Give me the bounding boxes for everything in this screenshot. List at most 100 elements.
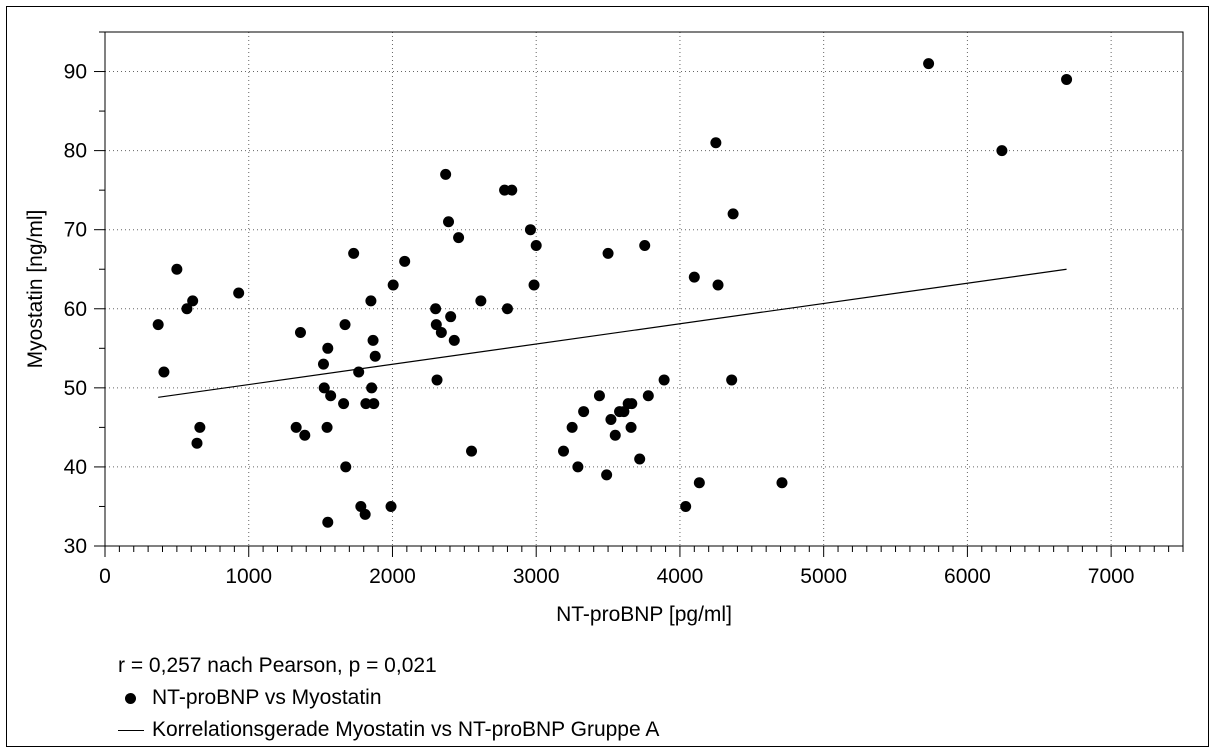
- data-point: [294, 326, 306, 338]
- data-point: [448, 334, 460, 346]
- data-point: [435, 326, 447, 338]
- y-tick-label: 90: [64, 61, 87, 84]
- y-tick-label: 30: [64, 535, 87, 558]
- annotation-row: r = 0,257 nach Pearson, p = 0,021: [118, 650, 659, 682]
- data-point: [348, 247, 360, 259]
- data-point: [339, 319, 351, 331]
- data-point: [727, 208, 739, 220]
- data-point: [693, 477, 705, 489]
- data-point: [501, 303, 513, 315]
- y-tick-label: 60: [64, 298, 87, 321]
- regression-line-group: [158, 268, 1067, 398]
- data-point: [558, 445, 570, 457]
- data-point: [506, 184, 518, 196]
- data-point: [726, 374, 738, 386]
- data-point: [290, 421, 302, 433]
- x-tick-label: 5000: [800, 565, 847, 588]
- data-point: [359, 508, 371, 520]
- legend-label-line: Korrelationsgerade Myostatin vs NT-proBN…: [152, 718, 660, 741]
- regression-line: [158, 268, 1067, 398]
- legend-item-scatter: NT-proBNP vs Myostatin: [118, 682, 659, 714]
- data-point: [572, 461, 584, 473]
- y-tick-labels: 30 40 50 60 70 80 90: [64, 61, 87, 558]
- data-point: [385, 500, 397, 512]
- y-tick-label: 70: [64, 219, 87, 242]
- data-point: [171, 263, 183, 275]
- data-point: [194, 421, 206, 433]
- data-point: [340, 461, 352, 473]
- chart-frame: [6, 6, 1209, 747]
- data-point: [605, 413, 617, 425]
- data-point: [1061, 73, 1073, 85]
- data-point: [322, 516, 334, 528]
- data-point: [318, 382, 330, 394]
- data-point: [368, 398, 380, 410]
- data-point: [996, 145, 1008, 157]
- data-point: [593, 390, 605, 402]
- data-point: [625, 421, 637, 433]
- data-point: [191, 437, 203, 449]
- x-tick-label: 7000: [1088, 565, 1135, 588]
- data-point: [530, 240, 542, 252]
- data-point: [181, 303, 193, 315]
- data-point: [430, 319, 442, 331]
- x-tick-label: 6000: [944, 565, 991, 588]
- y-axis-label: Myostatin [ng/ml]: [24, 210, 47, 369]
- data-point: [158, 366, 170, 378]
- legend: r = 0,257 nach Pearson, p = 0,021 NT-pro…: [118, 650, 659, 746]
- data-points: [152, 58, 1073, 528]
- data-point: [299, 429, 311, 441]
- data-point: [528, 279, 540, 291]
- data-point: [634, 453, 646, 465]
- x-tick-label: 3000: [513, 565, 560, 588]
- data-point: [609, 429, 621, 441]
- data-point: [566, 421, 578, 433]
- data-point: [366, 382, 378, 394]
- data-point: [923, 58, 935, 70]
- data-point: [712, 279, 724, 291]
- data-point: [688, 271, 700, 283]
- data-point: [626, 398, 638, 410]
- x-tick-label: 1000: [225, 565, 272, 588]
- legend-label-scatter: NT-proBNP vs Myostatin: [152, 686, 382, 709]
- data-point: [367, 334, 379, 346]
- data-point: [466, 445, 478, 457]
- data-point: [430, 303, 442, 315]
- axis-ticks: [94, 31, 1184, 557]
- correlation-annotation: r = 0,257 nach Pearson, p = 0,021: [118, 654, 437, 677]
- data-point: [322, 342, 334, 354]
- y-tick-label: 80: [64, 140, 87, 163]
- x-tick-label: 2000: [369, 565, 416, 588]
- data-point: [187, 295, 199, 307]
- data-point: [365, 295, 377, 307]
- data-point: [453, 232, 465, 244]
- data-point: [152, 319, 164, 331]
- data-point: [387, 279, 399, 291]
- data-point: [639, 240, 651, 252]
- data-point: [399, 255, 411, 267]
- x-tick-labels: 0 1000 2000 3000 4000 5000 6000 7000: [99, 565, 1134, 588]
- legend-line-icon: [118, 729, 144, 731]
- data-point: [445, 311, 457, 323]
- data-point: [658, 374, 670, 386]
- data-point: [710, 137, 722, 149]
- x-axis-label: NT-proBNP [pg/ml]: [556, 603, 732, 626]
- data-point: [338, 398, 350, 410]
- x-tick-label: 4000: [657, 565, 704, 588]
- data-point: [431, 374, 443, 386]
- y-tick-label: 50: [64, 377, 87, 400]
- data-point: [601, 469, 613, 481]
- plot-area: [104, 31, 1184, 547]
- x-tick-label: 0: [99, 565, 111, 588]
- data-point: [475, 295, 487, 307]
- legend-item-line: Korrelationsgerade Myostatin vs NT-proBN…: [118, 714, 659, 746]
- data-point: [443, 216, 455, 228]
- data-point: [524, 224, 536, 236]
- legend-dot-icon: [125, 692, 136, 704]
- data-point: [353, 366, 365, 378]
- data-point: [360, 398, 372, 410]
- data-point: [578, 406, 590, 418]
- data-point: [602, 247, 614, 259]
- data-point: [233, 287, 245, 299]
